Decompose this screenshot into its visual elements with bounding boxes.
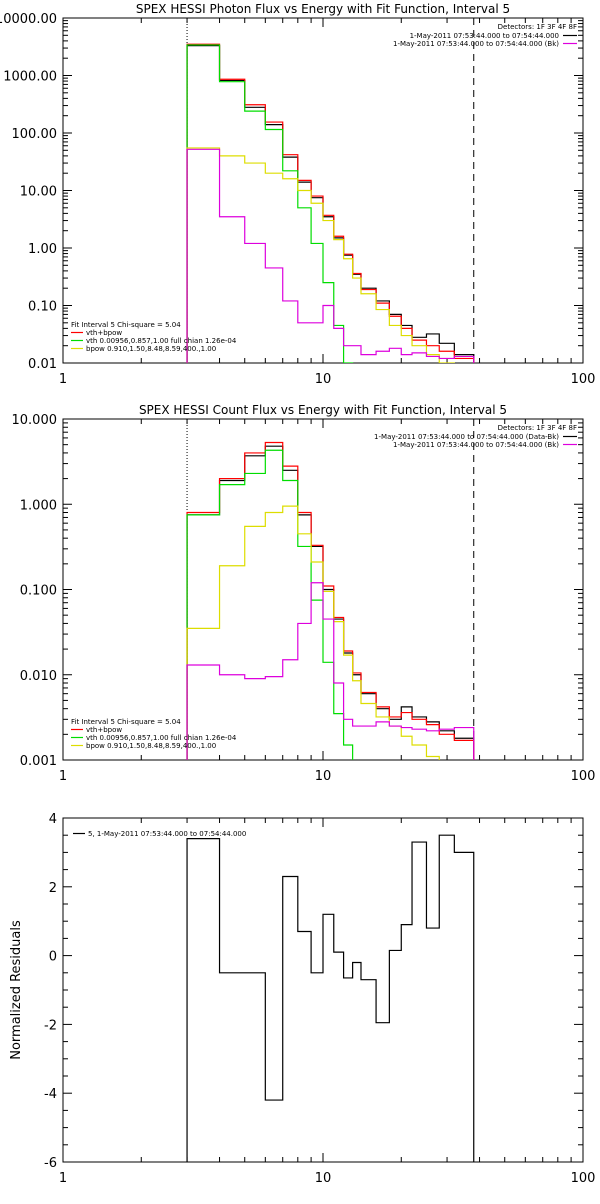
y-tick-label: 0.100: [20, 584, 57, 599]
legend-entry: vth+bpow: [86, 726, 122, 734]
series-total: [186, 441, 475, 760]
legend-entry: vth+bpow: [86, 329, 122, 337]
series-background: [186, 148, 475, 363]
y-tick-label: 100.00: [12, 127, 58, 142]
y-axis-label: Normalized Residuals: [9, 920, 24, 1060]
y-tick-label: -4: [44, 1087, 57, 1102]
legend-entry: 1-May-2011 07:53:44.000 to 07:54:44.000 …: [393, 441, 559, 449]
legend-entry: 1-May-2011 07:53:44.000 to 07:54:44.000 …: [374, 433, 559, 441]
x-tick-label: 100: [571, 769, 596, 784]
plot-3: 1 10 100 -6 -4 -2 0 2 4 Normalized Residuals 5, 1-…: [9, 812, 595, 1186]
x-tick-label: 100: [571, 1171, 596, 1186]
x-tick-label: 10: [315, 769, 332, 784]
y-tick-label: 2: [49, 881, 57, 896]
y-tick-label: 1.00: [28, 242, 57, 257]
y-tick-label: 10.00: [20, 185, 57, 200]
legend-header: Detectors: 1F 3F 4F 8F: [498, 424, 577, 432]
legend-entry: 1-May-2011 07:53:44.000 to 07:54:44.000: [410, 32, 559, 40]
legend-entry: vth 0.00956,0.857,1.00 full chian 1.26e-…: [86, 734, 237, 742]
plot-frame: [62, 817, 584, 1163]
x-tick-label: 10: [315, 1171, 332, 1186]
y-tick-label: 10.000: [12, 413, 58, 428]
y-tick-label: 10000.00: [0, 12, 57, 27]
x-tick-label: 1: [59, 769, 67, 784]
y-tick-label: 4: [49, 812, 57, 827]
legend-header: Fit Interval 5 Chi-square = 5.04: [71, 321, 181, 329]
legend-entry: bpow 0.910,1.50,8.48,8.59,400.,1.00: [86, 742, 216, 750]
y-tick-label: 0: [49, 950, 57, 965]
legend-header: Fit Interval 5 Chi-square = 5.04: [71, 718, 181, 726]
y-tick-label: 0.01: [28, 357, 57, 372]
y-tick-label: 0.010: [20, 669, 57, 684]
legend-entry: vth 0.00956,0.857,1.00 full chian 1.26e-…: [86, 337, 237, 345]
plot-2: SPEX HESSI Count Flux vs Energy with Fit…: [12, 403, 596, 784]
x-tick-label: 100: [571, 372, 596, 387]
y-tick-label: 0.10: [28, 300, 57, 315]
series-residuals: [186, 834, 475, 1162]
x-tick-label: 10: [315, 372, 332, 387]
series-background: [186, 582, 475, 760]
series-nonthermal: [186, 505, 440, 760]
series-thermal: [186, 44, 354, 363]
x-tick-label: 1: [59, 372, 67, 387]
plot-1: SPEX HESSI Photon Flux vs Energy with Fi…: [0, 2, 596, 387]
legend-entry: 5, 1-May-2011 07:53:44.000 to 07:54:44.0…: [88, 830, 246, 838]
y-tick-label: 1.000: [20, 498, 57, 513]
x-tick-label: 1: [59, 1171, 67, 1186]
y-tick-label: 1000.00: [3, 70, 57, 85]
legend-header: Detectors: 1F 3F 4F 8F: [498, 23, 577, 31]
y-tick-label: 0.001: [20, 754, 57, 769]
legend-entry: bpow 0.910,1.50,8.48,8.59,400.,1.00: [86, 345, 216, 353]
series-thermal: [186, 449, 354, 760]
y-tick-label: -6: [44, 1156, 57, 1171]
chart-title: SPEX HESSI Count Flux vs Energy with Fit…: [139, 403, 507, 417]
chart-title: SPEX HESSI Photon Flux vs Energy with Fi…: [136, 2, 510, 16]
y-tick-label: -2: [44, 1018, 57, 1033]
series-nonthermal: [186, 147, 455, 363]
legend-entry: 1-May-2011 07:53:44.000 to 07:54:44.000 …: [393, 40, 559, 48]
